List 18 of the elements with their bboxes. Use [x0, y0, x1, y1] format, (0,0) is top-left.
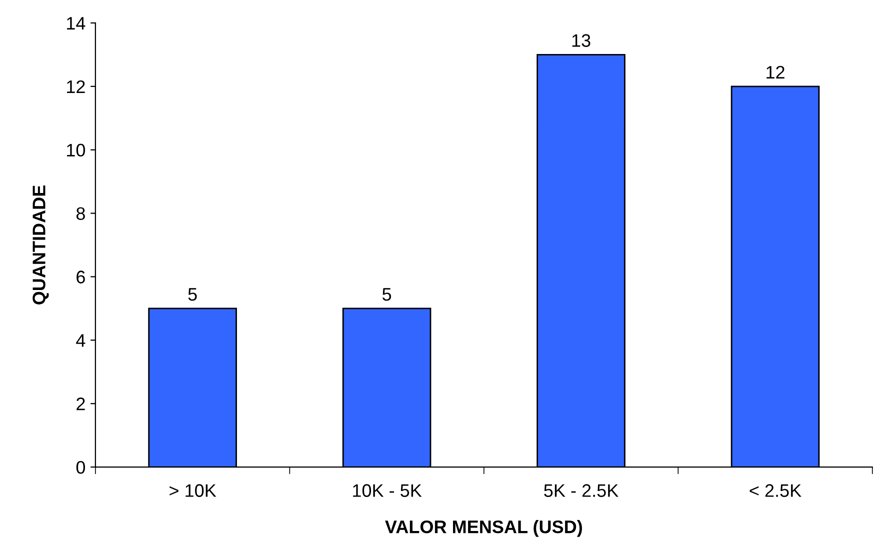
x-tick-label: > 10K	[170, 484, 216, 497]
x-tick-label: 10K - 5K	[353, 484, 422, 497]
x-axis-title: VALOR MENSAL (USD)	[385, 520, 582, 537]
data-label: 5	[382, 288, 392, 301]
y-axis-title: QUANTIDADE	[32, 186, 49, 304]
data-label: 5	[188, 288, 197, 301]
y-tick-label: 14	[67, 17, 86, 30]
y-tick-label: 10	[67, 144, 86, 157]
y-tick-label: 12	[67, 80, 85, 93]
y-tick-label: 4	[76, 334, 86, 347]
x-tick-label: 5K - 2.5K	[544, 484, 618, 497]
x-tick-label: < 2.5K	[750, 484, 802, 497]
y-tick-label: 2	[76, 398, 85, 410]
data-label: 13	[572, 34, 590, 47]
data-label: 12	[766, 66, 784, 78]
y-tick-label: 0	[76, 460, 86, 474]
y-tick-label: 6	[76, 270, 85, 284]
y-tick-label: 8	[76, 207, 85, 220]
